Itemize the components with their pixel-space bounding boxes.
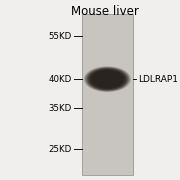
- Text: 25KD: 25KD: [48, 145, 71, 154]
- Text: 40KD: 40KD: [48, 75, 71, 84]
- Ellipse shape: [94, 72, 121, 87]
- Ellipse shape: [84, 66, 131, 92]
- Ellipse shape: [97, 73, 118, 85]
- Ellipse shape: [91, 70, 124, 88]
- Ellipse shape: [92, 70, 123, 88]
- Ellipse shape: [87, 68, 128, 91]
- Ellipse shape: [93, 71, 121, 87]
- Text: LDLRAP1: LDLRAP1: [138, 75, 178, 84]
- Ellipse shape: [100, 74, 115, 84]
- Ellipse shape: [84, 67, 130, 92]
- Ellipse shape: [96, 73, 118, 86]
- Ellipse shape: [88, 69, 127, 90]
- Bar: [82, 14, 133, 175]
- Text: 55KD: 55KD: [48, 31, 71, 40]
- Ellipse shape: [87, 68, 127, 90]
- Ellipse shape: [89, 69, 126, 89]
- Ellipse shape: [98, 73, 117, 85]
- Ellipse shape: [86, 67, 129, 91]
- Ellipse shape: [99, 74, 116, 84]
- Ellipse shape: [93, 71, 122, 87]
- Text: Mouse liver: Mouse liver: [71, 5, 139, 18]
- Ellipse shape: [90, 69, 125, 89]
- Text: 35KD: 35KD: [48, 103, 71, 112]
- Ellipse shape: [96, 72, 119, 86]
- Ellipse shape: [90, 70, 124, 89]
- Ellipse shape: [85, 67, 130, 91]
- Ellipse shape: [95, 72, 120, 86]
